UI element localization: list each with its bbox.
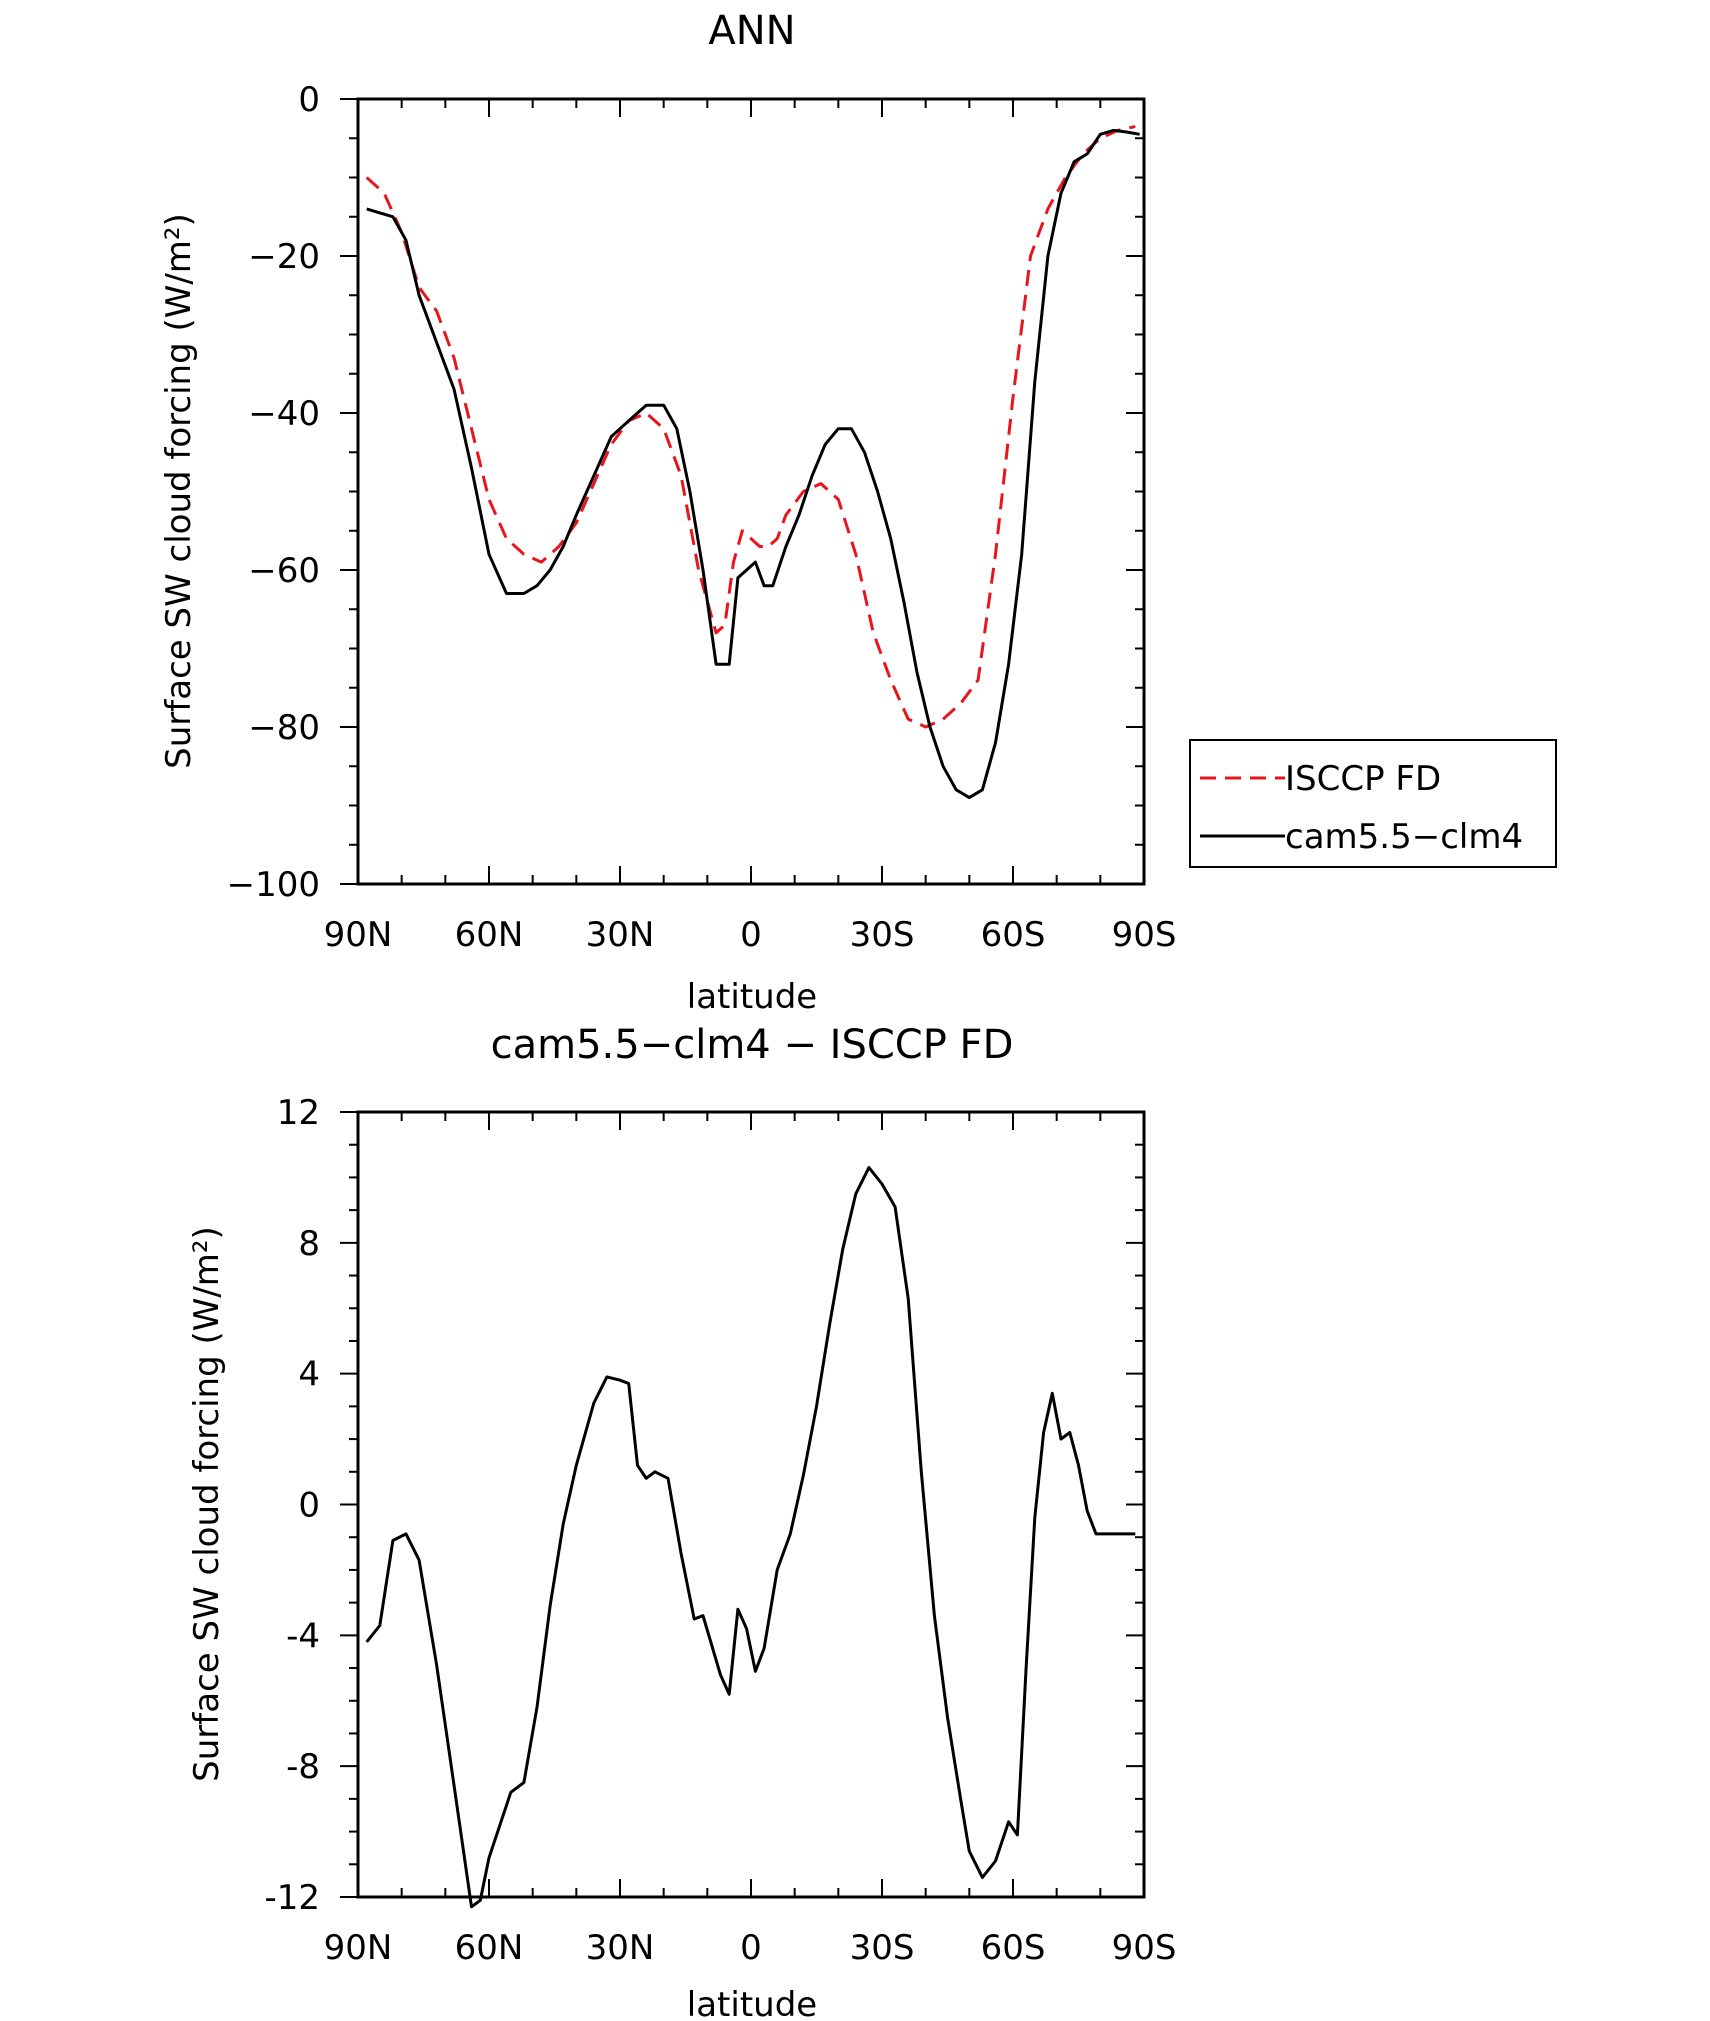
top-x-tick-label: 0 <box>740 915 762 955</box>
bottom-y-tick-label: -4 <box>286 1616 320 1656</box>
bottom-panel-series <box>365 1166 1136 1909</box>
bottom-panel-frame <box>356 1110 1146 1899</box>
bottom-y-tick-label: 4 <box>298 1355 320 1395</box>
top-y-tick-label: 0 <box>298 80 320 120</box>
top-panel-series <box>365 125 1140 800</box>
top-series-line-0 <box>365 125 1136 729</box>
top-x-tick-label: 30N <box>586 915 655 955</box>
top-x-tick-label: 30S <box>850 915 915 955</box>
top-y-tick-label: −100 <box>227 865 320 905</box>
bottom-y-tick-label: -8 <box>286 1747 320 1787</box>
top-x-tick-label: 90N <box>324 915 393 955</box>
top-panel-xlabel: latitude <box>687 977 817 1017</box>
bottom-x-tick-label: 60S <box>981 1928 1046 1968</box>
bottom-x-tick-label: 0 <box>740 1928 762 1968</box>
bottom-y-tick-label: 0 <box>298 1486 320 1526</box>
bottom-panel-ticks: 90N 60N 30N 0 30S 60S 90S 12 8 4 0 -4 -8 -12 <box>264 1093 1176 1968</box>
legend-label-cam: cam5.5−clm4 <box>1285 817 1523 857</box>
top-series-line-1 <box>366 128 1140 800</box>
top-y-tick-label: −60 <box>248 551 320 591</box>
top-panel-ticks: 90N 60N 30N 0 30S 60S 90S 0 −20 −40 −60 −80 −100 <box>227 80 1177 955</box>
bottom-panel-xlabel: latitude <box>687 1985 817 2021</box>
legend: ISCCP FD cam5.5−clm4 <box>1189 739 1557 868</box>
bottom-x-tick-label: 90N <box>324 1928 393 1968</box>
bottom-y-tick-label: 8 <box>298 1224 320 1264</box>
legend-label-isccp: ISCCP FD <box>1285 759 1441 799</box>
bottom-x-tick-label: 90S <box>1112 1928 1177 1968</box>
top-panel: ANN 90N 60N 30N 0 30S 60S 90S 0 −20 −40 −60 −80 −100… <box>159 8 1557 1017</box>
top-panel-frame <box>356 97 1146 886</box>
top-y-tick-label: −40 <box>248 394 320 434</box>
bottom-x-tick-label: 30S <box>850 1928 915 1968</box>
bottom-panel-title: cam5.5−clm4 − ISCCP FD <box>491 1022 1014 1068</box>
top-x-tick-label: 60N <box>455 915 524 955</box>
bottom-x-tick-label: 30N <box>586 1928 655 1968</box>
bottom-y-tick-label: -12 <box>264 1878 320 1918</box>
bottom-x-tick-label: 60N <box>455 1928 524 1968</box>
bottom-panel: cam5.5−clm4 − ISCCP FD 90N 60N 30N 0 30S 60S 9… <box>187 1022 1176 2021</box>
top-x-tick-label: 90S <box>1112 915 1177 955</box>
bottom-panel-ylabel: Surface SW cloud forcing (W/m²) <box>187 1226 227 1782</box>
top-y-tick-label: −80 <box>248 708 320 748</box>
legend-box <box>1189 739 1557 868</box>
bottom-series-line-0 <box>365 1166 1136 1909</box>
top-panel-title: ANN <box>708 8 795 54</box>
top-panel-ylabel: Surface SW cloud forcing (W/m²) <box>159 213 199 769</box>
top-y-tick-label: −20 <box>248 237 320 277</box>
top-x-tick-label: 60S <box>981 915 1046 955</box>
bottom-y-tick-label: 12 <box>277 1093 320 1133</box>
